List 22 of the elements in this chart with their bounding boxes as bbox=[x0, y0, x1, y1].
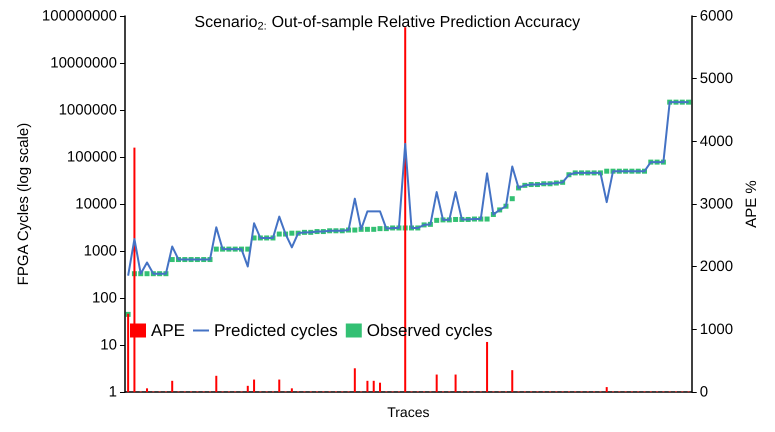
y2-tick-label: 0 bbox=[700, 384, 708, 401]
y-tick-label: 10000000 bbox=[50, 54, 117, 72]
legend-label: Predicted cycles bbox=[214, 321, 338, 340]
y-tick-label: 10 bbox=[100, 336, 117, 354]
legend-label: APE bbox=[151, 321, 186, 340]
y-tick-label: 1 bbox=[108, 384, 117, 401]
y2-tick-label: 6000 bbox=[700, 8, 734, 24]
y-tick-label: 10000 bbox=[75, 196, 117, 213]
y2-tick-label: 3000 bbox=[700, 196, 734, 213]
y2-tick-label: 5000 bbox=[700, 70, 734, 88]
y2-axis-title: APE % bbox=[743, 180, 760, 228]
y2-tick-label: 2000 bbox=[700, 258, 734, 276]
y-axis-title: FPGA Cycles (log scale) bbox=[15, 122, 32, 286]
line-series bbox=[127, 101, 690, 277]
x-axis-title: Traces bbox=[387, 404, 430, 420]
y-tick-label: 1000 bbox=[84, 242, 117, 260]
y2-tick-label: 4000 bbox=[700, 132, 734, 150]
y2-tick-label: 1000 bbox=[700, 320, 734, 338]
y-tick-label: 100000000 bbox=[42, 8, 117, 24]
y-tick-label: 100000 bbox=[66, 148, 117, 166]
y-tick-label: 1000000 bbox=[58, 102, 117, 119]
y-tick-label: 100 bbox=[92, 290, 117, 307]
